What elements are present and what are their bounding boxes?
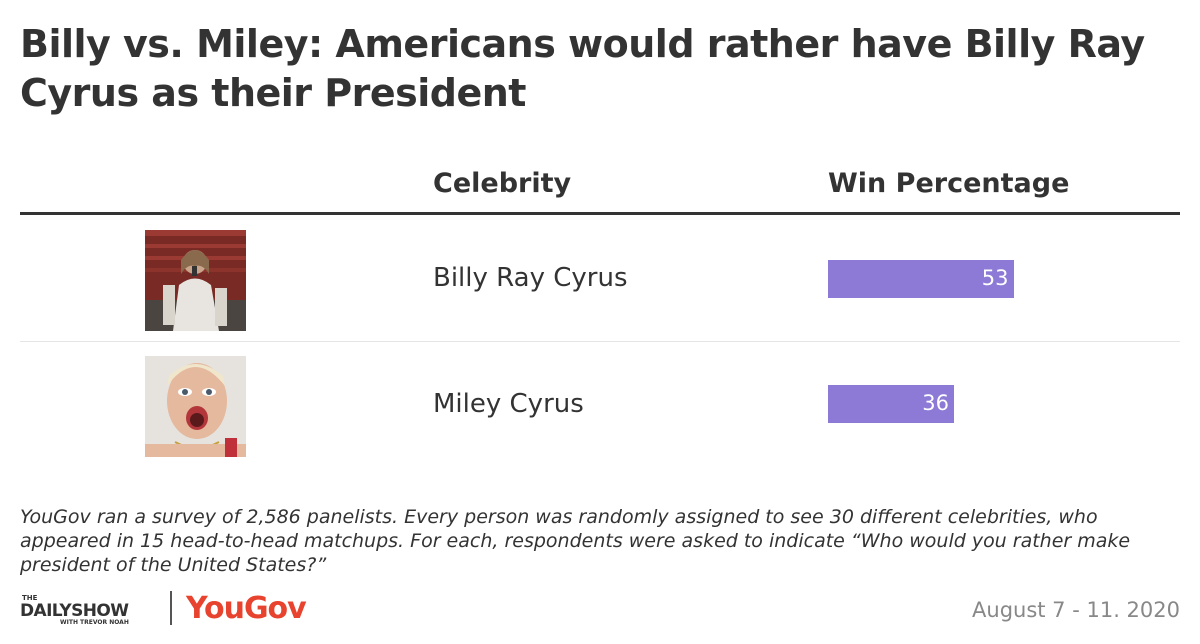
column-header-win-percentage: Win Percentage	[828, 168, 1070, 199]
yougov-logo: YouGov	[185, 591, 308, 626]
celebrity-name: Billy Ray Cyrus	[433, 263, 628, 293]
svg-text:WITH TREVOR NOAH: WITH TREVOR NOAH	[60, 619, 129, 626]
bar-billy-ray-cyrus: 53	[828, 260, 1014, 298]
header-divider	[20, 212, 1180, 215]
row-divider	[20, 341, 1180, 342]
svg-text:DAILYSHOW: DAILYSHOW	[20, 601, 129, 621]
bar-value-label: 53	[981, 266, 1009, 290]
svg-text:YouGov: YouGov	[185, 591, 307, 626]
daily-show-logo: THE DAILYSHOW WITH TREVOR NOAH	[20, 594, 130, 626]
chart-title: Billy vs. Miley: Americans would rather …	[20, 22, 1145, 115]
svg-text:THE: THE	[22, 594, 38, 602]
survey-date: August 7 - 11. 2020	[972, 598, 1180, 622]
logo-divider	[170, 591, 172, 625]
billy-ray-cyrus-photo	[145, 230, 246, 331]
bar-miley-cyrus: 36	[828, 385, 954, 423]
bar-value-label: 36	[922, 391, 949, 415]
column-header-celebrity: Celebrity	[433, 168, 572, 199]
celebrity-name: Miley Cyrus	[433, 389, 584, 419]
miley-cyrus-photo	[145, 356, 246, 457]
methodology-note: YouGov ran a survey of 2,586 panelists. …	[20, 506, 1131, 576]
